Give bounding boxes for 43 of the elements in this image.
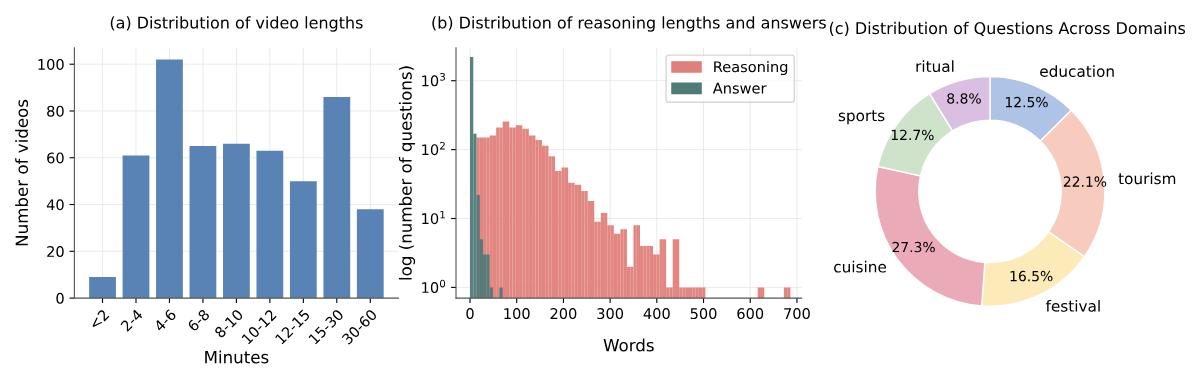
x-tick-label: 4-6: [153, 308, 177, 333]
y-tick-label: 0: [56, 292, 64, 304]
slice-label: cuisine: [834, 260, 887, 273]
y-axis-title: log (number of questions): [398, 66, 416, 280]
legend-label: Answer: [712, 82, 767, 94]
x-tick-label: 300: [597, 308, 624, 320]
chart-title: (a) Distribution of video lengths: [110, 16, 363, 32]
slice-label: tourism: [1118, 172, 1176, 185]
y-tick-label: 10$^{1}$: [422, 210, 445, 225]
y-tick-label: 10$^{0}$: [422, 279, 446, 294]
data-label: 27.3%: [892, 241, 935, 253]
x-tick-label: 200: [550, 308, 577, 320]
y-axis-title: Number of videos: [15, 99, 29, 246]
data-label: 8.8%: [947, 93, 981, 104]
x-tick-label: 100: [504, 308, 530, 320]
y-tick-label: 40: [46, 199, 64, 211]
chart-title: (c) Distribution of Questions Across Domains: [829, 21, 1186, 37]
x-tick-label: 400: [643, 308, 670, 320]
x-axis-title: Minutes: [205, 350, 269, 364]
y-tick-label: 10$^{3}$: [422, 72, 445, 87]
x-tick-label: 500: [690, 308, 717, 320]
legend-label: Reasoning: [714, 60, 788, 76]
x-tick-label: 6-8: [186, 308, 211, 332]
x-axis-title: Words: [603, 338, 654, 352]
y-tick-label: 80: [47, 105, 64, 117]
x-tick-label: 2-4: [120, 308, 144, 332]
y-tick-label: 100: [38, 58, 64, 70]
slice-label: ritual: [916, 60, 954, 73]
chart-title: (b) Distribution of reasoning lengths and answers: [432, 16, 826, 32]
x-tick-label: 600: [737, 308, 764, 320]
slice-label: education: [1040, 65, 1114, 78]
x-tick-label: 700: [784, 308, 810, 320]
data-label: 12.5%: [1005, 96, 1048, 108]
y-tick-label: 60: [47, 152, 64, 164]
data-label: 16.5%: [1010, 270, 1053, 282]
y-tick-label: 10$^{2}$: [422, 141, 445, 156]
slice-label: festival: [1045, 299, 1100, 312]
x-tick-label: <2: [88, 309, 110, 330]
x-tick-label: 0: [466, 308, 474, 320]
slice-label: sports: [838, 110, 885, 125]
data-label: 12.7%: [891, 129, 934, 141]
data-label: 22.1%: [1063, 176, 1107, 187]
y-tick-label: 20: [47, 246, 64, 258]
